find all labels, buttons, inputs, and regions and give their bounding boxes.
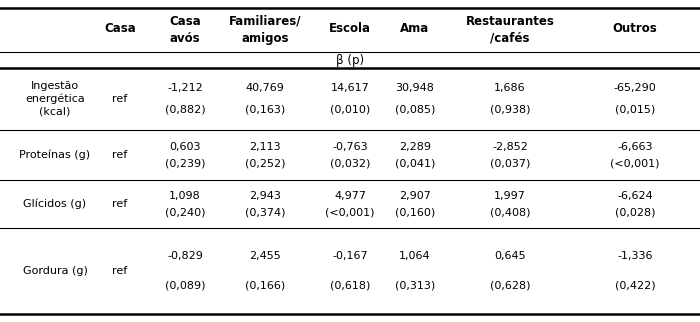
Text: -0,763: -0,763 (332, 141, 368, 151)
Text: -1,336: -1,336 (617, 251, 652, 261)
Text: Ama: Ama (400, 22, 430, 34)
Text: (0,015): (0,015) (615, 105, 655, 115)
Text: (0,938): (0,938) (490, 105, 531, 115)
Text: β (p): β (p) (336, 53, 364, 67)
Text: 4,977: 4,977 (334, 191, 366, 201)
Text: -2,852: -2,852 (492, 141, 528, 151)
Text: Restaurantes: Restaurantes (466, 14, 554, 27)
Text: (0,239): (0,239) (164, 158, 205, 168)
Text: (0,028): (0,028) (615, 207, 655, 217)
Text: (0,374): (0,374) (245, 207, 286, 217)
Text: (<0,001): (<0,001) (326, 207, 374, 217)
Text: 1,997: 1,997 (494, 191, 526, 201)
Text: (0,882): (0,882) (164, 105, 205, 115)
Text: Familiares/: Familiares/ (229, 14, 301, 27)
Text: 2,455: 2,455 (249, 251, 281, 261)
Text: (0,252): (0,252) (245, 158, 286, 168)
Text: (0,010): (0,010) (330, 105, 370, 115)
Text: Gordura (g): Gordura (g) (22, 266, 88, 276)
Text: Outros: Outros (612, 22, 657, 34)
Text: (0,085): (0,085) (395, 105, 435, 115)
Text: 40,769: 40,769 (246, 83, 284, 93)
Text: ref: ref (113, 266, 127, 276)
Text: (0,166): (0,166) (245, 280, 285, 291)
Text: (0,037): (0,037) (490, 158, 530, 168)
Text: -6,663: -6,663 (617, 141, 652, 151)
Text: 2,943: 2,943 (249, 191, 281, 201)
Text: Casa: Casa (104, 22, 136, 34)
Text: (0,422): (0,422) (615, 280, 655, 291)
Text: avós: avós (169, 32, 200, 44)
Text: (0,041): (0,041) (395, 158, 435, 168)
Text: (0,628): (0,628) (490, 280, 531, 291)
Text: (0,618): (0,618) (330, 280, 370, 291)
Text: -0,829: -0,829 (167, 251, 203, 261)
Text: 2,289: 2,289 (399, 141, 431, 151)
Text: (0,240): (0,240) (164, 207, 205, 217)
Text: (0,408): (0,408) (490, 207, 531, 217)
Text: 2,113: 2,113 (249, 141, 281, 151)
Text: 0,645: 0,645 (494, 251, 526, 261)
Text: 1,098: 1,098 (169, 191, 201, 201)
Text: 14,617: 14,617 (330, 83, 370, 93)
Text: Proteínas (g): Proteínas (g) (20, 150, 90, 160)
Text: (0,089): (0,089) (164, 280, 205, 291)
Text: (<0,001): (<0,001) (610, 158, 659, 168)
Text: (0,313): (0,313) (395, 280, 435, 291)
Text: (0,032): (0,032) (330, 158, 370, 168)
Text: -0,167: -0,167 (332, 251, 368, 261)
Text: amigos: amigos (241, 32, 288, 44)
Text: 2,907: 2,907 (399, 191, 431, 201)
Text: -65,290: -65,290 (614, 83, 657, 93)
Text: 0,603: 0,603 (169, 141, 201, 151)
Text: Escola: Escola (329, 22, 371, 34)
Text: -6,624: -6,624 (617, 191, 653, 201)
Text: -1,212: -1,212 (167, 83, 203, 93)
Text: ref: ref (113, 199, 127, 209)
Text: ref: ref (113, 94, 127, 104)
Text: /cafés: /cafés (490, 32, 530, 44)
Text: (0,160): (0,160) (395, 207, 435, 217)
Text: Glícidos (g): Glícidos (g) (23, 199, 87, 209)
Text: 1,064: 1,064 (399, 251, 430, 261)
Text: 30,948: 30,948 (395, 83, 435, 93)
Text: (0,163): (0,163) (245, 105, 285, 115)
Text: ref: ref (113, 150, 127, 160)
Text: Casa: Casa (169, 14, 201, 27)
Text: Ingestão
energética
(kcal): Ingestão energética (kcal) (25, 81, 85, 117)
Text: 1,686: 1,686 (494, 83, 526, 93)
